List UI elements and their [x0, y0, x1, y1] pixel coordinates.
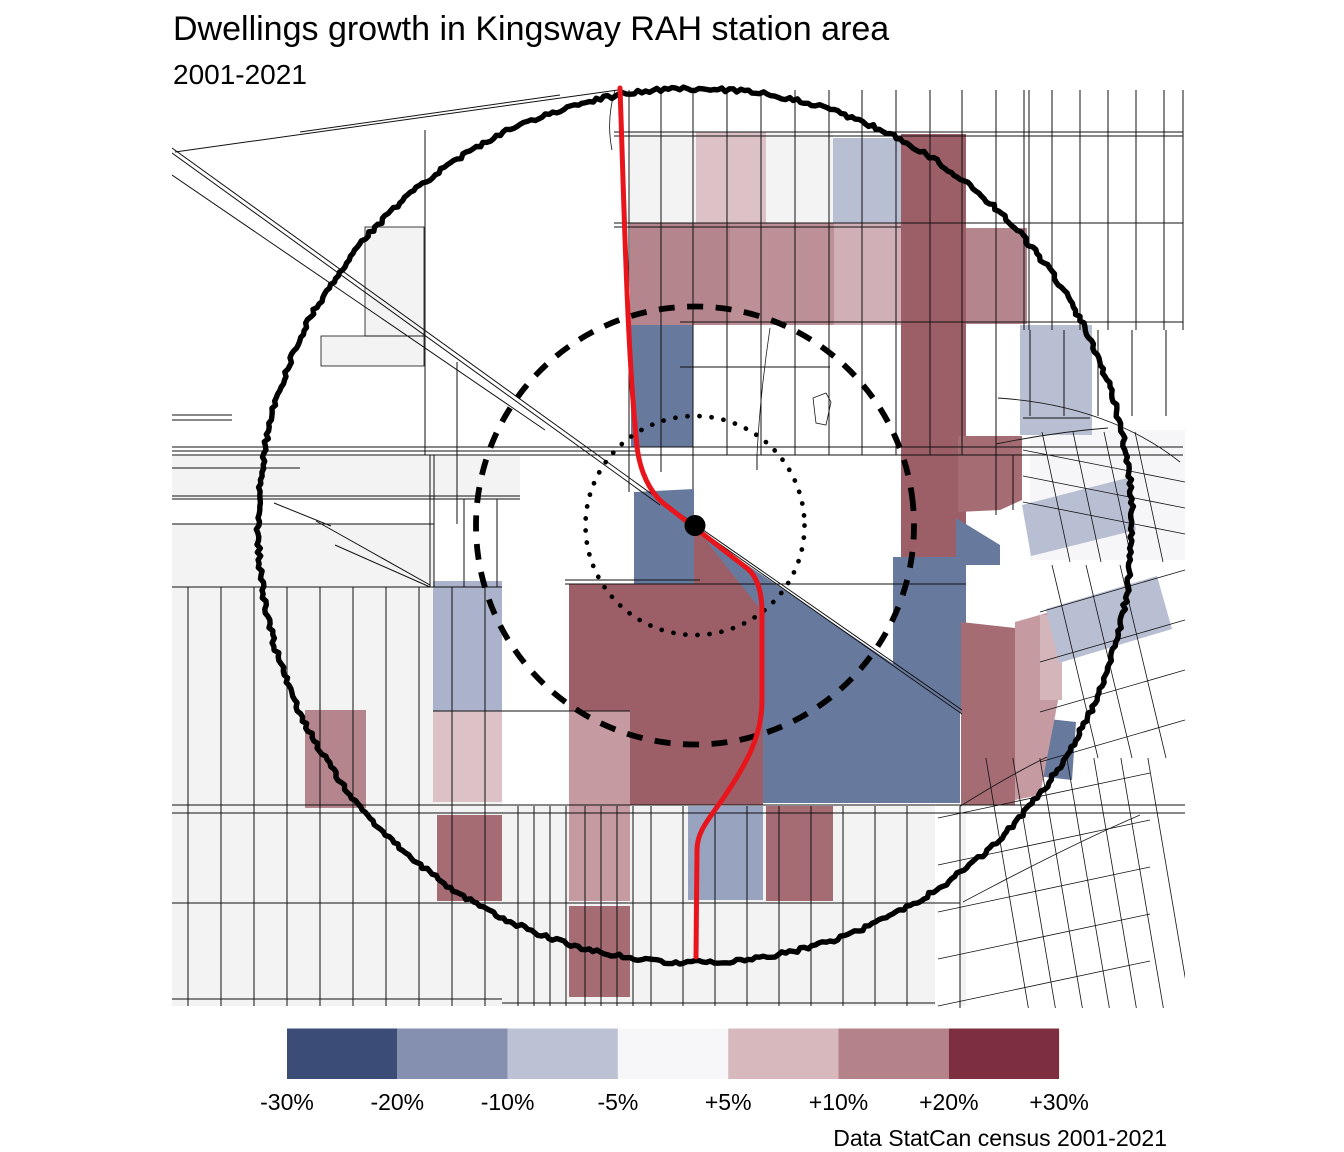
svg-text:-20%: -20%: [370, 1089, 424, 1115]
svg-text:+5%: +5%: [705, 1089, 752, 1115]
svg-text:Dwellings growth in Kingsway R: Dwellings growth in Kingsway RAH station…: [173, 10, 889, 48]
svg-text:+10%: +10%: [809, 1089, 868, 1115]
svg-text:+30%: +30%: [1029, 1089, 1088, 1115]
svg-text:-10%: -10%: [481, 1089, 535, 1115]
svg-text:-5%: -5%: [597, 1089, 638, 1115]
svg-text:+20%: +20%: [919, 1089, 978, 1115]
svg-text:2001-2021: 2001-2021: [173, 59, 307, 90]
svg-text:-30%: -30%: [260, 1089, 314, 1115]
svg-text:Data StatCan census 2001-2021: Data StatCan census 2001-2021: [833, 1125, 1167, 1151]
